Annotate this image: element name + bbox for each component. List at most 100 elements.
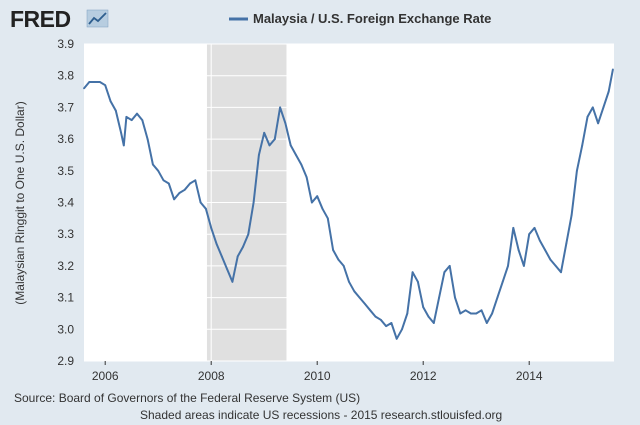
series-point xyxy=(258,154,260,156)
series-point xyxy=(109,100,112,102)
series-point xyxy=(194,179,197,182)
series-point xyxy=(491,312,493,315)
series-point xyxy=(369,309,372,312)
series-point xyxy=(152,163,154,166)
series-point xyxy=(507,265,509,267)
series-point xyxy=(183,188,186,191)
series-point xyxy=(122,144,125,147)
series-point xyxy=(316,195,319,198)
series-point xyxy=(549,258,552,261)
x-tick-label: 2006 xyxy=(92,369,119,383)
series-point xyxy=(602,106,605,109)
series-point xyxy=(470,312,472,315)
series-point xyxy=(586,116,589,118)
series-line-0 xyxy=(83,69,614,340)
series-point xyxy=(591,106,594,109)
series-point xyxy=(321,207,324,210)
series-point xyxy=(528,233,531,236)
series-point xyxy=(289,144,292,147)
series-point xyxy=(443,271,446,274)
series-point xyxy=(501,280,504,283)
series-point xyxy=(162,179,165,182)
series-point xyxy=(560,271,562,274)
fred-logo[interactable]: FRED xyxy=(10,6,109,32)
series-point xyxy=(480,309,483,312)
series-point xyxy=(401,328,403,331)
series-point xyxy=(565,242,568,245)
series-lines xyxy=(83,68,614,340)
series-point xyxy=(364,303,366,305)
series-point xyxy=(189,182,191,185)
series-point xyxy=(305,176,308,179)
x-tick-label: 2008 xyxy=(198,369,225,383)
x-tick-label: 2014 xyxy=(516,369,543,383)
series-point xyxy=(99,81,101,83)
series-point xyxy=(422,306,425,308)
series-point xyxy=(215,242,218,245)
y-tick-label: 3.4 xyxy=(57,196,74,210)
series-point xyxy=(485,322,488,324)
series-point xyxy=(554,265,557,267)
x-tick-label: 2012 xyxy=(410,369,437,383)
x-tick-label: 2010 xyxy=(304,369,331,383)
series-point xyxy=(612,68,614,71)
y-tick-label: 3.6 xyxy=(57,132,74,146)
series-point xyxy=(295,154,297,156)
series-point xyxy=(406,312,409,315)
series-point xyxy=(395,337,398,340)
series-point xyxy=(284,122,287,125)
series-point xyxy=(83,87,85,90)
series-point xyxy=(268,144,271,147)
chart-line-icon xyxy=(86,9,109,28)
y-tick-label: 3.3 xyxy=(57,227,74,241)
y-tick-label: 3.5 xyxy=(57,164,74,178)
series-point xyxy=(432,322,435,324)
series-point xyxy=(326,217,329,220)
series-point xyxy=(236,255,239,258)
series-point xyxy=(93,81,96,83)
y-axis-ticks: 2.9 3.0 3.1 3.2 3.3 3.4 3.5 3.6 3.7 3.8 3.9 xyxy=(57,37,74,368)
series-point xyxy=(379,318,382,321)
series-point xyxy=(358,296,361,299)
series-point xyxy=(459,312,462,315)
y-tick-label: 3.0 xyxy=(57,322,74,336)
series-point xyxy=(448,265,451,267)
y-tick-label: 3.8 xyxy=(57,69,74,83)
series-point xyxy=(570,214,573,217)
legend: Malaysia / U.S. Foreign Exchange Rate xyxy=(229,11,491,26)
series-point xyxy=(210,227,213,229)
series-point xyxy=(454,296,456,299)
series-point xyxy=(242,246,244,248)
series-point xyxy=(512,227,515,229)
recession-note: Shaded areas indicate US recessions - 20… xyxy=(140,408,502,422)
series-point xyxy=(342,265,345,267)
series-point xyxy=(114,109,117,112)
source-note: Source: Board of Governors of the Federa… xyxy=(14,391,360,405)
series-point xyxy=(205,207,207,210)
series-point xyxy=(120,131,122,134)
series-point xyxy=(597,122,599,125)
series-point xyxy=(300,163,303,166)
series-point xyxy=(173,198,176,201)
series-point xyxy=(178,192,181,194)
series-point xyxy=(348,280,350,283)
series-point xyxy=(279,106,281,109)
series-point xyxy=(125,116,128,118)
y-tick-label: 3.9 xyxy=(57,37,74,51)
series-point xyxy=(226,268,229,270)
y-axis-label: (Malaysian Ringgit to One U.S. Dollar) xyxy=(13,101,27,304)
series-point xyxy=(411,271,414,274)
series-point xyxy=(517,249,520,251)
series-point xyxy=(523,265,525,267)
series-point xyxy=(130,119,133,121)
series-point xyxy=(88,81,91,83)
series-point xyxy=(544,249,546,251)
series-point xyxy=(337,258,340,261)
x-axis-ticks: 2006 2008 2010 2012 2014 xyxy=(92,361,543,383)
series-point xyxy=(475,312,478,315)
series-point xyxy=(273,138,276,141)
series-point xyxy=(157,169,160,172)
series-point xyxy=(252,201,255,204)
series-point xyxy=(496,296,499,299)
